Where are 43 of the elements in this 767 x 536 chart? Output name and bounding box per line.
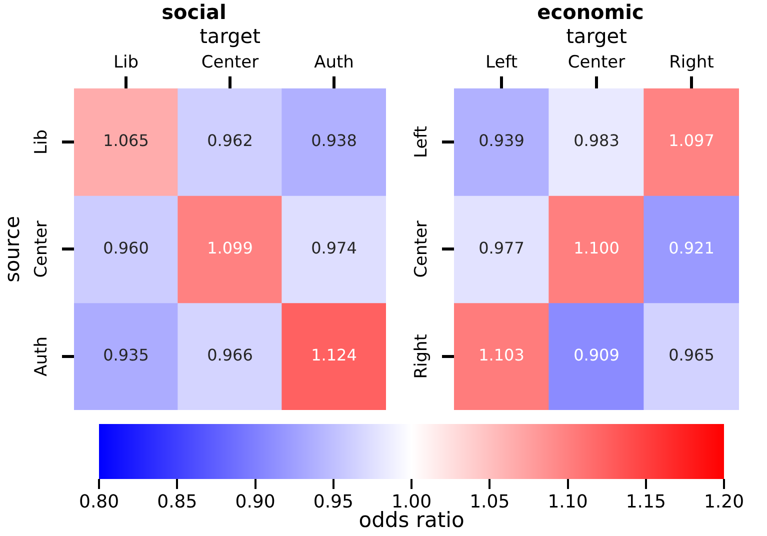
- data-label: 1.065: [103, 131, 149, 150]
- data-label: 0.938: [311, 131, 357, 150]
- data-label: 0.960: [103, 238, 149, 258]
- x-tick-label: Lib: [114, 52, 138, 73]
- color-bar-label: 0.90: [235, 491, 276, 512]
- x-tick-label: Right: [669, 52, 714, 73]
- data-label: 0.965: [668, 346, 714, 365]
- color-bar-label: 1.20: [704, 491, 744, 512]
- x-tick-label: Auth: [314, 52, 354, 73]
- x-tick-label: Left: [486, 52, 518, 73]
- chart-title: social: [162, 0, 226, 24]
- y-tick-label: Right: [411, 334, 432, 379]
- y-tick-label: Center: [411, 220, 432, 278]
- color-bar-label: 0.95: [313, 491, 354, 512]
- color-bar-label: 0.80: [79, 491, 120, 512]
- data-label: 0.962: [207, 131, 253, 150]
- y-tick-label: Left: [411, 126, 432, 158]
- data-label: 1.099: [207, 238, 253, 258]
- color-bar-label: 1.15: [626, 491, 666, 512]
- data-label: 0.921: [668, 238, 714, 258]
- data-label: 0.974: [311, 238, 357, 258]
- data-label: 1.103: [478, 346, 524, 365]
- y-tick-label: Auth: [31, 336, 52, 376]
- y-axis-title: source: [0, 216, 24, 282]
- data-label: 0.977: [478, 238, 524, 258]
- y-tick-label: Center: [31, 220, 52, 278]
- data-label: 0.935: [103, 346, 149, 365]
- x-tick-label: Center: [568, 52, 626, 73]
- x-axis-title: target: [566, 24, 628, 48]
- data-label: 1.097: [668, 131, 714, 150]
- x-tick-label: Center: [201, 52, 259, 73]
- data-label: 1.100: [574, 238, 620, 258]
- data-label: 0.939: [478, 131, 524, 150]
- data-label: 0.909: [574, 346, 620, 365]
- data-label: 0.966: [207, 346, 253, 365]
- chart-title: economic: [537, 0, 644, 24]
- y-tick-label: Lib: [31, 130, 52, 154]
- color-bar-label: 1.05: [470, 491, 510, 512]
- color-bar-label: 1.10: [548, 491, 588, 512]
- data-label: 1.124: [311, 346, 357, 365]
- x-axis-title: target: [200, 24, 261, 48]
- color-bar-label: 0.85: [157, 491, 198, 512]
- data-label: 0.983: [574, 131, 620, 150]
